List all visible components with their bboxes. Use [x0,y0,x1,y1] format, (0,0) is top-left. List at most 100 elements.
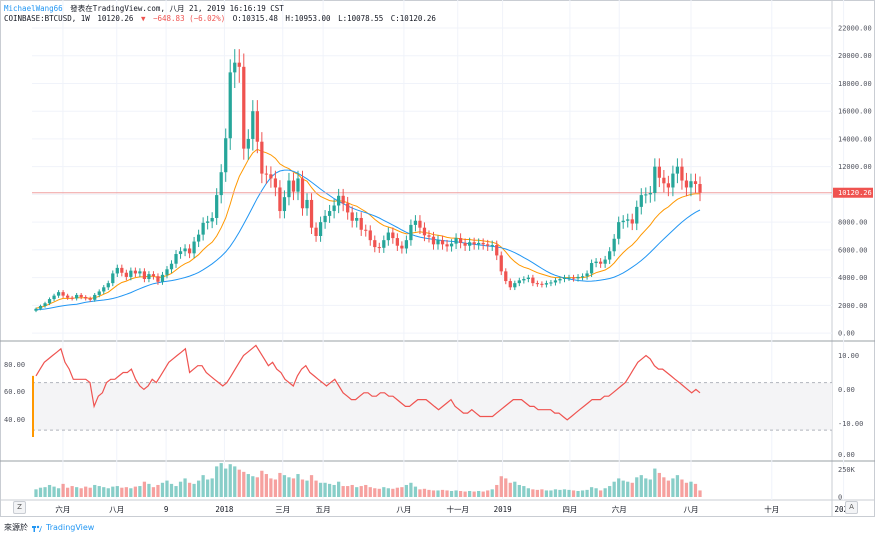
candle-body [391,232,395,239]
oscillator-lines [32,344,701,437]
time-tick-label: 八月 [396,505,411,514]
volume-bar [233,466,237,497]
candle-body [183,248,187,252]
volume-bar [178,481,183,497]
candle-body [689,181,693,188]
candle-body [657,166,661,178]
candle-body [269,174,273,179]
candle-body [278,187,282,212]
volume-bar [337,481,341,497]
volume-bar [635,477,639,497]
volume-bar [93,484,97,497]
volume-bar [662,477,666,497]
volume-bar [346,486,350,497]
candle-body [653,166,657,194]
chart-border [0,0,875,517]
candle-body [75,294,79,299]
candle-body [513,283,517,288]
symbol-name[interactable]: COINBASE:BTCUSD, 1W [4,14,90,23]
tradingview-link[interactable]: TradingView [46,523,95,532]
volume-bar [454,490,458,497]
volume-bar [97,486,101,497]
volume-bar [675,475,680,497]
candle-body [617,222,621,239]
candle-body [522,278,526,281]
volume-bar [436,490,440,497]
auto-scale-button[interactable]: A [845,501,858,514]
candle-body [47,299,52,304]
candle-body [468,242,472,246]
volume-bar [589,487,594,497]
volume-bar [156,484,160,497]
candle-body [314,227,318,236]
candle-body [549,282,553,284]
volume-bar [165,480,169,497]
volume-bar [666,480,671,497]
candle-body [612,238,616,252]
oscillator-band-fill [32,382,832,431]
time-tick-label: 十一月 [446,504,469,514]
volume-bar [427,489,431,497]
volume-bar [282,475,287,497]
candle-body [178,251,183,255]
volume-bar [237,469,241,497]
price-tick-label: 18000.00 [838,80,872,88]
candle-body [373,240,377,248]
volume-bar [287,477,291,497]
oscillator-right-tick: -10.00 [838,420,863,428]
current-price-tag [833,187,873,198]
volume-bar [400,487,404,497]
candle-body [698,184,702,193]
symbol-legend: COINBASE:BTCUSD, 1W 10120.26 ▼ −648.83 (… [4,14,439,23]
volume-bar [422,488,427,497]
volume-bar [142,481,147,497]
candle-body [124,272,128,277]
price-tick-label: 20000.00 [838,52,872,60]
volume-bar [192,483,196,497]
oscillator-right-tick: 10.00 [838,352,859,360]
time-tick-label: 9 [164,505,169,514]
candle-body [115,267,119,274]
volume-bar [608,486,612,497]
candle-body [242,66,246,149]
zoom-button[interactable]: Z [13,501,26,514]
candle-body [562,277,567,279]
volume-bar [445,490,449,497]
volume-bar [124,487,128,497]
volume-bar [318,482,323,497]
volume-bar [373,488,377,497]
candle-body [517,280,521,284]
volume-bar [251,476,255,497]
volume-bar [449,490,454,497]
volume-bar [111,486,115,497]
price-tick-label: 8000.00 [838,219,868,227]
candle-body [567,277,571,279]
volume-bar [404,484,409,497]
volume-bar [278,472,282,497]
volume-bar [499,476,503,497]
candle-body [196,234,201,242]
price-tick-label: 2000.00 [838,302,868,310]
candle-body [165,269,169,275]
price-tick-label: 22000.00 [838,25,872,33]
candle-body [151,274,156,277]
candle-body [174,254,178,264]
ohlc-high: H:10953.00 [285,14,331,23]
volume-bar [129,488,133,497]
volume-bar [684,482,689,497]
grid [0,0,875,517]
volume-bar [300,479,305,497]
volume-bar [43,487,47,497]
candle-body [337,195,341,206]
candle-body [499,255,503,272]
candle-body [422,227,427,236]
candle-body [626,219,630,221]
candle-body [400,245,404,249]
candle-body [427,235,431,237]
author-name[interactable]: MichaelWang66 [4,4,63,13]
candle-body [133,270,138,274]
volume-bar [47,484,52,497]
candle-body [404,240,409,249]
volume-bar [296,474,300,497]
